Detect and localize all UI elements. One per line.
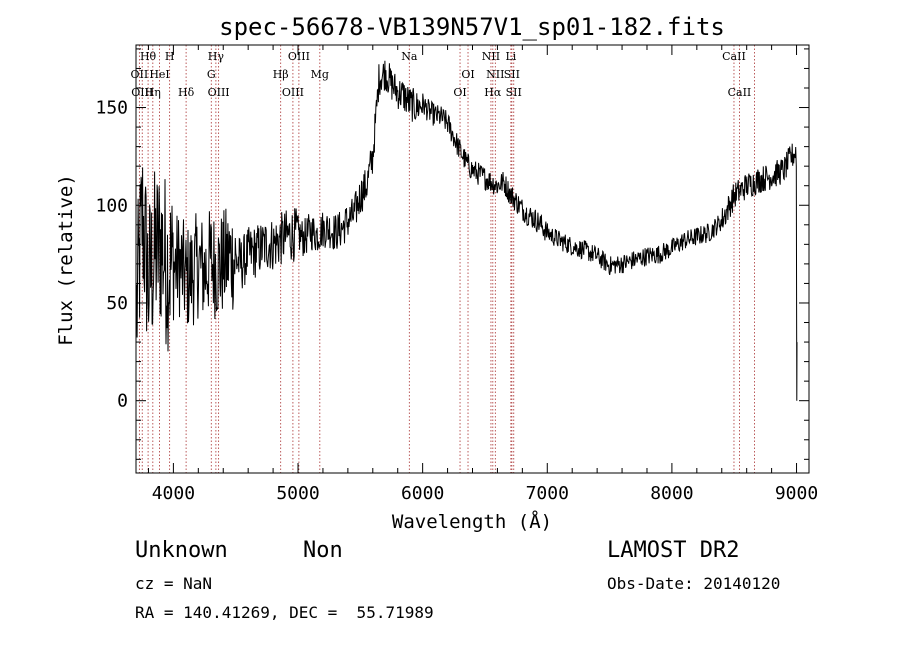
radec-label: RA = 140.41269, DEC = 55.71989 xyxy=(135,603,434,622)
y-tick-label: 150 xyxy=(95,98,128,119)
obsdate-label: Obs-Date: 20140120 xyxy=(607,574,781,593)
line-marker-label: Hδ xyxy=(178,86,195,99)
spectrum-line xyxy=(136,60,798,401)
line-marker-label: Hθ xyxy=(140,50,157,63)
x-tick-label: 8000 xyxy=(650,483,693,504)
x-axis-label: Wavelength (Å) xyxy=(392,510,552,533)
line-marker-label: HeI xyxy=(149,68,169,81)
line-marker-label: OII xyxy=(131,68,149,81)
survey-label: LAMOST DR2 xyxy=(607,538,740,563)
x-tick-label: 7000 xyxy=(526,483,569,504)
line-marker-label: OIII xyxy=(282,86,304,99)
y-tick-label: 50 xyxy=(106,293,128,314)
line-marker-label: OIII xyxy=(208,86,230,99)
line-marker-label: Li xyxy=(505,50,516,63)
x-tick-label: 5000 xyxy=(276,483,319,504)
y-axis-ticks: 0 50 100 150 xyxy=(95,48,809,460)
line-marker-label: SII xyxy=(504,68,520,81)
line-marker-label: OI xyxy=(453,86,466,99)
line-marker-label: Hγ xyxy=(208,50,225,63)
cz-label: cz = NaN xyxy=(135,574,213,593)
line-marker-label: Na xyxy=(401,50,418,63)
y-axis-label: Flux (relative) xyxy=(55,174,77,346)
x-axis-ticks: 4000 5000 6000 7000 8000 9000 xyxy=(147,45,818,504)
line-marker-label: OIII xyxy=(131,86,153,99)
chart-title: spec-56678-VB139N57V1_sp01-182.fits xyxy=(219,13,725,41)
line-marker-label: SII xyxy=(506,86,522,99)
line-marker-label: H xyxy=(165,50,175,63)
line-marker-label: OI xyxy=(461,68,474,81)
x-tick-label: 4000 xyxy=(152,483,195,504)
line-marker-label: CaII xyxy=(722,50,746,63)
y-tick-label: 100 xyxy=(95,195,128,216)
line-marker-label: Mg xyxy=(311,68,329,81)
line-marker-label: Hη xyxy=(145,86,161,99)
plot-frame xyxy=(135,44,810,474)
x-tick-label: 6000 xyxy=(401,483,444,504)
line-marker-label: Hα xyxy=(484,86,502,99)
line-marker-label: CaII xyxy=(728,86,752,99)
x-tick-label: 9000 xyxy=(775,483,818,504)
line-marker-label: NII xyxy=(486,68,504,81)
line-marker-label: OIII xyxy=(288,50,310,63)
line-marker-label: G xyxy=(207,68,216,81)
line-marker-label: Hβ xyxy=(273,68,289,81)
y-tick-label: 0 xyxy=(117,391,128,412)
subclass-label: Non xyxy=(303,538,343,563)
classification-label: Unknown xyxy=(135,538,228,563)
line-marker-label: NII xyxy=(482,50,500,63)
